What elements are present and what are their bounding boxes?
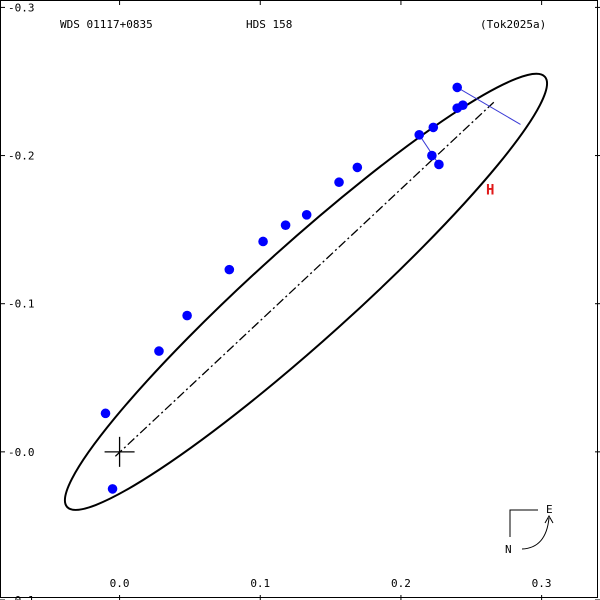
y-tick-label: -0.1 xyxy=(8,298,35,311)
compass-rose: E N xyxy=(505,503,554,556)
observation-point xyxy=(182,310,192,321)
x-tick-label: 0.1 xyxy=(250,577,270,590)
observation-point xyxy=(154,346,164,356)
observation-point xyxy=(452,82,463,93)
observation-point xyxy=(334,177,344,188)
residual-line xyxy=(418,134,440,165)
observation-point xyxy=(428,122,439,133)
residual-line xyxy=(456,86,521,125)
observation-point xyxy=(100,408,111,419)
reference-label: (Tok2025a) xyxy=(480,18,546,31)
y-tick-label: -0.0 xyxy=(8,446,35,459)
x-axis-ticks: 0.0 0.1 0.2 0.3 xyxy=(110,0,552,600)
y-tick-label: -0.1 xyxy=(8,594,35,600)
observation-point xyxy=(414,130,425,140)
line-of-nodes xyxy=(114,101,495,457)
compass-east-label: E xyxy=(546,503,553,516)
h-marker-label: H xyxy=(486,183,494,199)
wds-id-label: WDS 01117+0835 xyxy=(60,18,153,31)
x-tick-label: 0.0 xyxy=(110,577,130,590)
observation-point xyxy=(280,220,291,230)
observation-point xyxy=(258,236,268,247)
compass-axes xyxy=(509,509,538,537)
x-tick-label: 0.2 xyxy=(391,577,411,590)
observation-point xyxy=(301,210,312,220)
observation-point xyxy=(427,150,437,161)
observation-point xyxy=(434,159,444,170)
observation-point xyxy=(458,100,468,110)
observation-point xyxy=(352,162,363,173)
observation-point xyxy=(224,264,235,275)
orbit-ellipse xyxy=(63,72,549,511)
observation-point xyxy=(107,484,118,494)
primary-star-marker xyxy=(104,436,135,467)
x-tick-label: 0.3 xyxy=(532,577,552,590)
residual-lines xyxy=(418,86,521,165)
compass-north-label: N xyxy=(505,543,512,556)
discoverer-label: HDS 158 xyxy=(246,18,292,31)
compass-rotation-arrow xyxy=(521,517,550,550)
observation-points xyxy=(100,82,468,494)
y-tick-label: -0.2 xyxy=(8,150,35,163)
y-tick-label: -0.3 xyxy=(8,1,35,14)
compass-arrow-head xyxy=(544,514,554,524)
